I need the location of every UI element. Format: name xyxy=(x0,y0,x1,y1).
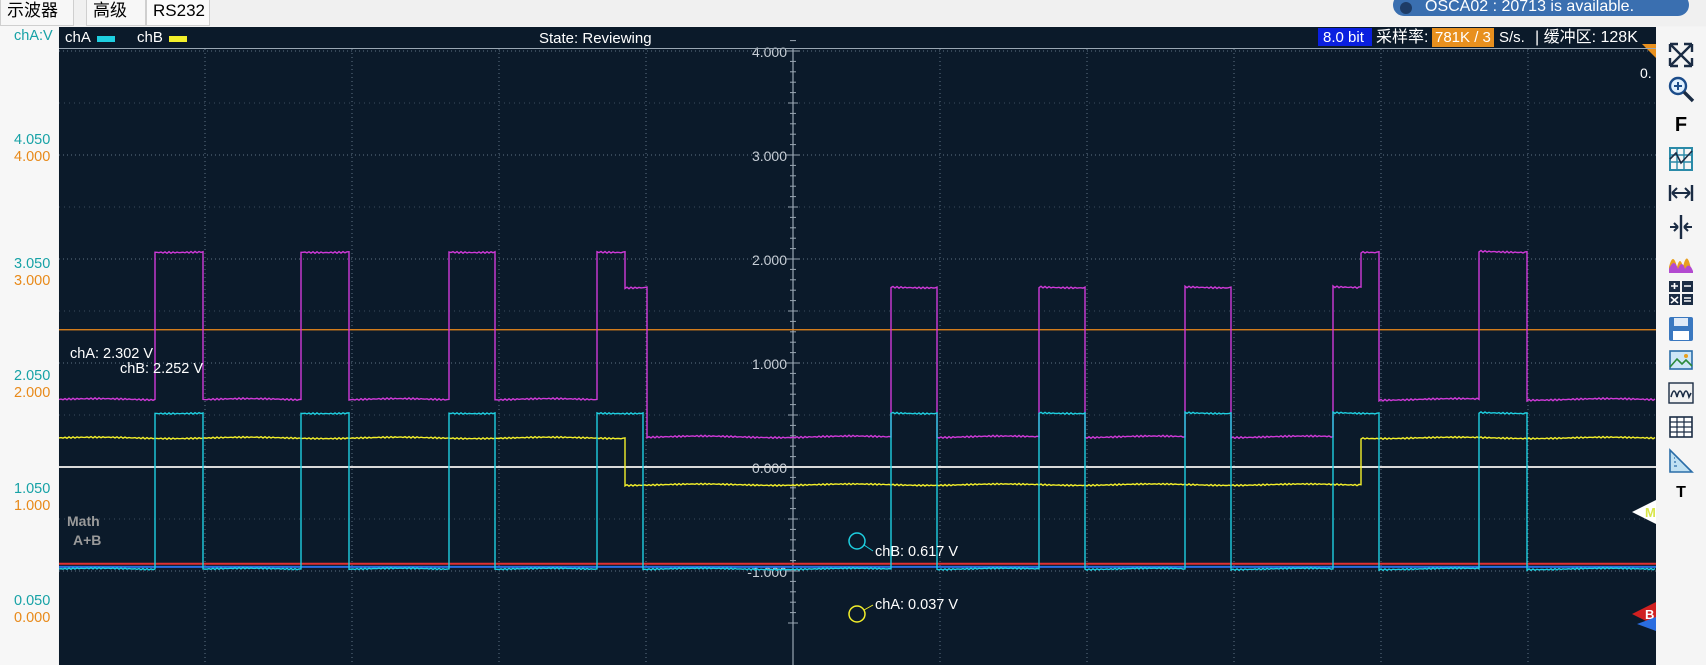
chb-swatch xyxy=(169,36,187,42)
cha-cursor-leader xyxy=(863,604,874,611)
cha-swatch xyxy=(97,36,115,42)
math-marker-label: M xyxy=(1645,505,1656,520)
sample-rate-field-bg xyxy=(1432,28,1494,47)
axis-tick-cha: 4.050 xyxy=(14,132,51,148)
acquisition-state: State: Reviewing xyxy=(539,30,652,47)
axis-tick-chb: 0.000 xyxy=(14,610,51,626)
overlay: chA chB State: Reviewing 8.0 bit 采样率: 78… xyxy=(65,28,1656,631)
vertical-split-icon[interactable] xyxy=(1656,213,1706,241)
cha-label[interactable]: chA xyxy=(65,29,91,46)
axis-tick-label: 4.000 xyxy=(752,44,787,60)
tab-label: 示波器 xyxy=(7,1,58,20)
axis-tick-label: 1.000 xyxy=(752,356,787,372)
math-marker-arrow[interactable] xyxy=(1632,500,1656,524)
cha-cursor-readout: chA: 0.037 V xyxy=(875,597,958,613)
bit-badge-bg xyxy=(1318,28,1372,46)
tab-advanced[interactable]: 高级 xyxy=(86,0,146,26)
save-icon[interactable] xyxy=(1656,315,1706,343)
chb-cursor-marker[interactable] xyxy=(848,532,866,550)
axis-tick-label: 3.000 xyxy=(752,148,787,164)
tab-label: RS232 xyxy=(153,1,205,20)
text-tool-button[interactable]: T xyxy=(1676,484,1686,501)
ruler-icon[interactable] xyxy=(1656,447,1706,475)
grid-icon[interactable] xyxy=(1656,145,1706,173)
math-expression: A+B xyxy=(73,532,101,548)
tab-bar: 示波器 高级 RS232 OSCA02 : 20713 is available… xyxy=(0,0,1706,26)
trigger-corner-marker xyxy=(1642,44,1656,58)
sample-rate-unit: S/s. xyxy=(1499,29,1525,46)
snapshot-icon[interactable] xyxy=(1656,347,1706,375)
header-separator xyxy=(59,48,1656,49)
tab-label: 高级 xyxy=(93,1,127,20)
chb-marker-label: B xyxy=(1645,607,1654,622)
math-functions-icon[interactable] xyxy=(1656,279,1706,307)
play-icon xyxy=(1400,2,1412,14)
axis-tick-label: -1.000 xyxy=(747,564,787,580)
axis-tick-chb: 3.000 xyxy=(14,273,51,289)
zoom-icon[interactable] xyxy=(1656,75,1706,103)
axis-tick-cha: 0.050 xyxy=(14,593,51,609)
cha-trace xyxy=(59,410,1656,572)
chb-trace xyxy=(59,435,1656,488)
chb-trigger-readout: chB: 2.252 V xyxy=(120,361,203,377)
update-notice-text: OSCA02 : 20713 is available. xyxy=(1425,0,1635,15)
table-icon[interactable] xyxy=(1656,413,1706,441)
axis-tick-chb: 4.000 xyxy=(14,149,51,165)
buffer-size: | 缓冲区: 128K xyxy=(1535,28,1638,46)
cha-marker-arrow[interactable] xyxy=(1637,617,1656,631)
cha-cursor-marker[interactable] xyxy=(848,605,866,623)
tab-oscilloscope[interactable]: 示波器 xyxy=(0,0,74,26)
axis-tick-chb: 1.000 xyxy=(14,498,51,514)
axis-tick-cha: 3.050 xyxy=(14,256,51,272)
math-trace xyxy=(59,249,1656,440)
axis-tick-chb: 2.000 xyxy=(14,385,51,401)
fit-screen-icon[interactable] xyxy=(1656,41,1706,69)
axis-tick-cha: 2.050 xyxy=(14,368,51,384)
bit-badge[interactable]: 8.0 bit xyxy=(1323,29,1365,46)
cha-trigger-readout: chA: 2.302 V xyxy=(70,346,153,362)
axis-tick-label: 2.000 xyxy=(752,252,787,268)
chb-label[interactable]: chB xyxy=(137,29,163,46)
right-toolbar: F T xyxy=(1656,27,1706,665)
sample-rate-field[interactable]: 781K / 3 xyxy=(1435,29,1491,46)
corner-readout: 0. xyxy=(1640,65,1652,81)
traces xyxy=(59,249,1656,572)
update-notice[interactable]: OSCA02 : 20713 is available. xyxy=(1393,0,1689,16)
chb-cursor-leader xyxy=(863,544,874,552)
tab-rs232[interactable]: RS232 xyxy=(146,0,210,26)
channel-unit-label[interactable]: chA:V xyxy=(14,28,53,44)
axis-tick-cha: 1.050 xyxy=(14,481,51,497)
sample-rate-label: 采样率: xyxy=(1376,28,1428,46)
spectrum-icon[interactable] xyxy=(1656,247,1706,275)
f-button[interactable]: F xyxy=(1674,113,1688,136)
left-axis: chA:V 4.050 4.000 3.050 3.000 2.050 2.00… xyxy=(0,26,58,665)
horizontal-measure-icon[interactable] xyxy=(1656,179,1706,207)
waveform-view-icon[interactable] xyxy=(1656,379,1706,407)
math-label: Math xyxy=(67,513,100,529)
chb-cursor-readout: chB: 0.617 V xyxy=(875,544,958,560)
